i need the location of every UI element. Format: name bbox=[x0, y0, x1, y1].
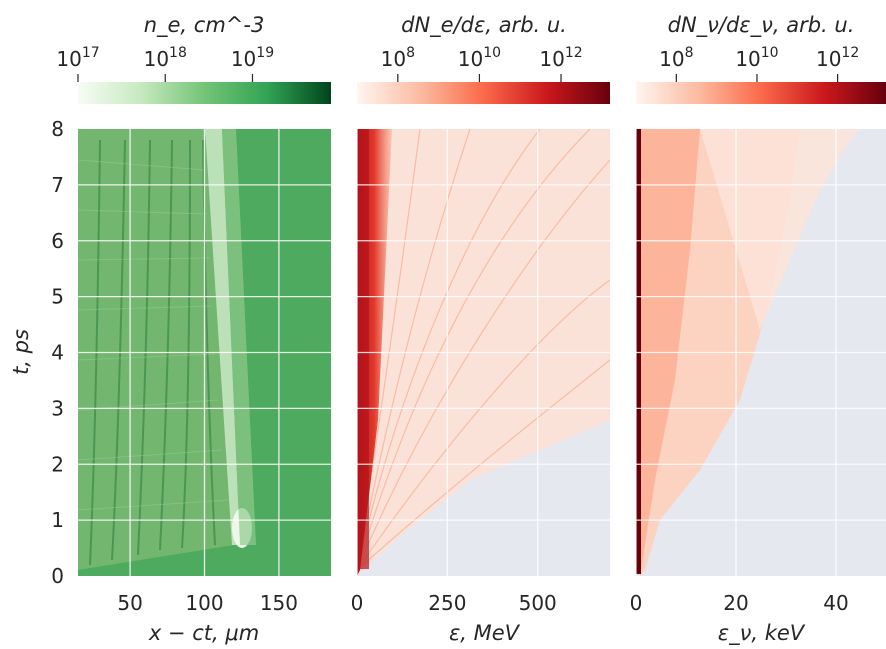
y-tick-label: 6 bbox=[51, 229, 64, 253]
electron-spectrum-gridlines bbox=[356, 129, 610, 576]
colorbar-tick-label: 1018 bbox=[144, 45, 187, 71]
y-tick-label: 2 bbox=[51, 452, 64, 476]
colorbar-tick-label: 1010 bbox=[735, 45, 778, 71]
density-structure bbox=[78, 129, 256, 570]
electron-colorbar-label: dN_e/dε, arb. u. bbox=[401, 13, 567, 38]
colorbar-tick-label: 1017 bbox=[56, 45, 99, 71]
panel-photon-spectrum bbox=[635, 129, 886, 576]
photon-x-axis-label: ε_ν, keV bbox=[718, 621, 806, 646]
electron-x-axis-label: ε, MeV bbox=[449, 621, 521, 645]
x-tick-label: 20 bbox=[723, 591, 748, 615]
x-tick-label: 50 bbox=[117, 591, 142, 615]
y-tick-label: 7 bbox=[51, 173, 64, 197]
electron-spectrum-streaks bbox=[357, 129, 610, 571]
colorbar-tick-label: 1010 bbox=[458, 45, 501, 71]
photon-spectrum-tail bbox=[700, 129, 860, 330]
photon-spectrum-peak-column bbox=[636, 129, 641, 574]
y-tick-label: 3 bbox=[51, 396, 64, 420]
colorbar-tick-label: 1019 bbox=[231, 45, 274, 71]
density-colorbar bbox=[78, 82, 331, 104]
colorbar-tick-label: 108 bbox=[659, 45, 693, 71]
y-axis-label: t, ps bbox=[9, 329, 33, 375]
density-bubble-region bbox=[205, 129, 240, 545]
density-texture bbox=[78, 159, 229, 511]
x-tick-label: 250 bbox=[428, 591, 466, 615]
x-tick-label: 40 bbox=[823, 591, 848, 615]
electron-colorbar bbox=[357, 82, 610, 104]
x-tick-label: 500 bbox=[519, 591, 557, 615]
x-tick-label: 0 bbox=[351, 591, 364, 615]
colorbar-tick-label: 108 bbox=[381, 45, 415, 71]
photon-colorbar bbox=[636, 82, 886, 104]
y-tick-label: 5 bbox=[51, 285, 64, 309]
panel-density bbox=[78, 129, 331, 576]
photon-spectrum-gridlines bbox=[635, 129, 886, 576]
y-tick-label: 8 bbox=[51, 117, 64, 141]
x-tick-label: 150 bbox=[260, 591, 298, 615]
photon-colorbar-label: dN_ν/dε_ν, arb. u. bbox=[668, 13, 855, 38]
panel-electron-spectrum bbox=[356, 129, 610, 576]
electron-spectrum-peak-column bbox=[357, 129, 369, 569]
density-x-axis-label: x − ct, μm bbox=[148, 621, 259, 645]
density-gridlines bbox=[78, 129, 331, 576]
density-colorbar-label: n_e, cm^-3 bbox=[144, 13, 265, 38]
colorbar-tick-label: 1012 bbox=[816, 45, 859, 71]
density-outer-shell bbox=[222, 129, 256, 545]
x-tick-label: 0 bbox=[630, 591, 643, 615]
y-tick-label: 0 bbox=[51, 564, 64, 588]
x-tick-label: 100 bbox=[185, 591, 223, 615]
colorbar-tick-label: 1012 bbox=[539, 45, 582, 71]
y-tick-label: 4 bbox=[51, 341, 64, 365]
y-tick-label: 1 bbox=[51, 508, 64, 532]
